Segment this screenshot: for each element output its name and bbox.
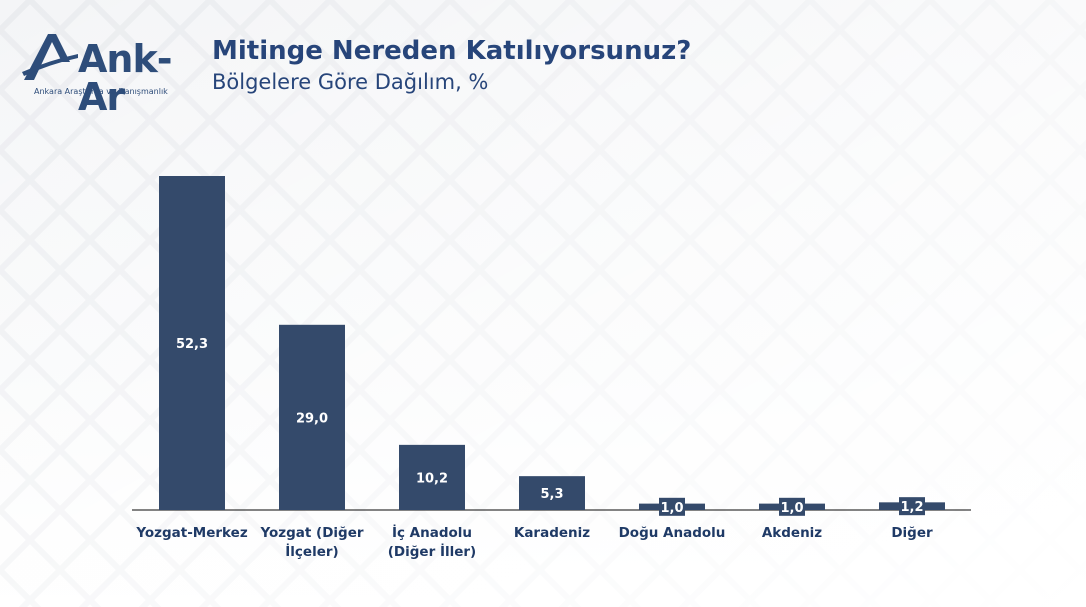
value-label-box bbox=[779, 497, 805, 516]
bar bbox=[519, 476, 585, 510]
value-label-box bbox=[659, 497, 685, 516]
bar bbox=[399, 444, 465, 510]
logo-tagline: Ankara Araştırma ve Danışmanlık bbox=[34, 87, 168, 96]
category-label: (Diğer İller) bbox=[388, 543, 476, 560]
category-label: İlçeler) bbox=[285, 543, 338, 560]
category-label: Yozgat (Diğer bbox=[259, 525, 363, 541]
page-title: Mitinge Nereden Katılıyorsunuz? bbox=[212, 36, 692, 66]
value-label: 1,0 bbox=[660, 501, 683, 516]
logo-mark-icon bbox=[22, 34, 78, 80]
category-label: Akdeniz bbox=[762, 525, 822, 541]
category-label: İç Anadolu bbox=[392, 524, 472, 541]
value-label: 52,3 bbox=[176, 337, 208, 352]
value-label: 5,3 bbox=[540, 487, 563, 502]
category-label: Doğu Anadolu bbox=[619, 525, 726, 541]
value-label: 10,2 bbox=[416, 471, 448, 486]
category-label: Karadeniz bbox=[514, 525, 590, 541]
category-label: Diğer bbox=[891, 525, 933, 541]
page-subtitle: Bölgelere Göre Dağılım, % bbox=[212, 70, 489, 94]
bar bbox=[159, 176, 225, 510]
company-logo: Ank-Ar Ankara Araştırma ve Danışmanlık bbox=[20, 30, 195, 116]
category-label: Yozgat-Merkez bbox=[135, 525, 248, 541]
logo-text: Ank-Ar bbox=[78, 37, 173, 119]
value-label: 29,0 bbox=[296, 411, 328, 426]
value-label: 1,0 bbox=[780, 501, 803, 516]
value-label: 1,2 bbox=[900, 500, 923, 515]
bar bbox=[279, 324, 345, 510]
value-label-box bbox=[899, 497, 925, 516]
